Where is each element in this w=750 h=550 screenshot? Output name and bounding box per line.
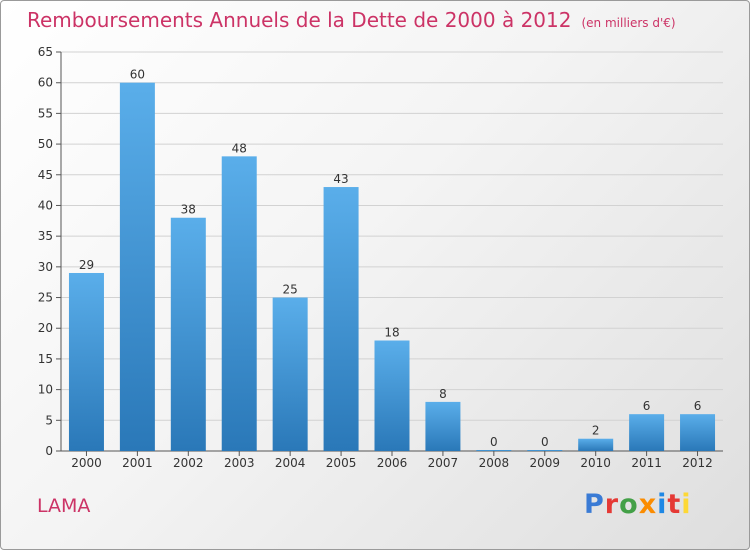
value-label-2001: 60 [130,68,145,82]
x-tick-label: 2012 [682,456,713,470]
logo-letter: i [657,489,668,520]
y-tick-label: 15 [38,352,53,366]
bar-2007 [425,401,461,451]
logo-letter: t [667,489,682,520]
bar-2012 [680,414,716,451]
value-label-2010: 2 [592,424,600,438]
chart-title: Remboursements Annuels de la Dette de 20… [27,8,676,32]
bar-2004 [272,297,308,451]
y-tick-label: 50 [38,137,53,151]
x-tick-label: 2002 [173,456,204,470]
x-tick-label: 2006 [377,456,408,470]
y-tick-label: 0 [45,444,53,458]
value-label-2007: 8 [439,387,447,401]
x-tick-label: 2009 [529,456,560,470]
y-tick-label: 45 [38,168,53,182]
commune-name: LAMA [37,495,91,517]
proxiti-logo[interactable]: Proxiti [584,489,692,520]
x-tick-label: 2008 [479,456,510,470]
bar-2003 [221,156,257,451]
y-tick-label: 65 [38,45,53,59]
logo-letter: P [584,489,605,520]
x-tick-label: 2007 [428,456,459,470]
value-label-2003: 48 [232,141,247,155]
y-tick-label: 60 [38,76,53,90]
x-tick-label: 2005 [326,456,357,470]
value-label-2004: 25 [283,283,298,297]
bar-2006 [374,340,410,451]
chart-title-unit: (en milliers d'€) [581,16,676,30]
bar-2008 [476,450,512,451]
x-tick-label: 2003 [224,456,255,470]
logo-letter: x [638,489,658,520]
y-tick-label: 20 [38,321,53,335]
value-label-2005: 43 [333,172,348,186]
y-tick-label: 55 [38,106,53,120]
value-label-2009: 0 [541,435,549,449]
logo-letter: i [681,489,692,520]
x-tick-label: 2010 [580,456,611,470]
y-tick-label: 40 [38,198,53,212]
bar-2009 [527,450,563,451]
bar-2005 [323,187,359,452]
value-label-2000: 29 [79,258,94,272]
value-label-2008: 0 [490,435,498,449]
logo-letter: o [619,489,639,520]
bar-2001 [119,82,155,451]
x-tick-label: 2004 [275,456,306,470]
chart-title-main: Remboursements Annuels de la Dette de 20… [27,8,572,32]
value-label-2012: 6 [694,399,702,413]
y-tick-label: 30 [38,260,53,274]
x-tick-label: 2001 [122,456,153,470]
bar-2010 [578,438,614,451]
value-label-2002: 38 [181,203,196,217]
y-tick-label: 35 [38,229,53,243]
y-tick-label: 25 [38,291,53,305]
bar-2002 [170,217,206,451]
value-label-2006: 18 [384,326,399,340]
labels: 2000292001602002382003482004252005432006… [71,68,713,470]
bar-2011 [629,414,665,451]
bar-2000 [68,272,104,451]
y-tick-label: 10 [38,383,53,397]
x-tick-label: 2000 [71,456,102,470]
y-tick-label: 5 [45,413,53,427]
logo-letter: r [604,489,620,520]
x-tick-label: 2011 [631,456,662,470]
value-label-2011: 6 [643,399,651,413]
bars [68,82,716,452]
